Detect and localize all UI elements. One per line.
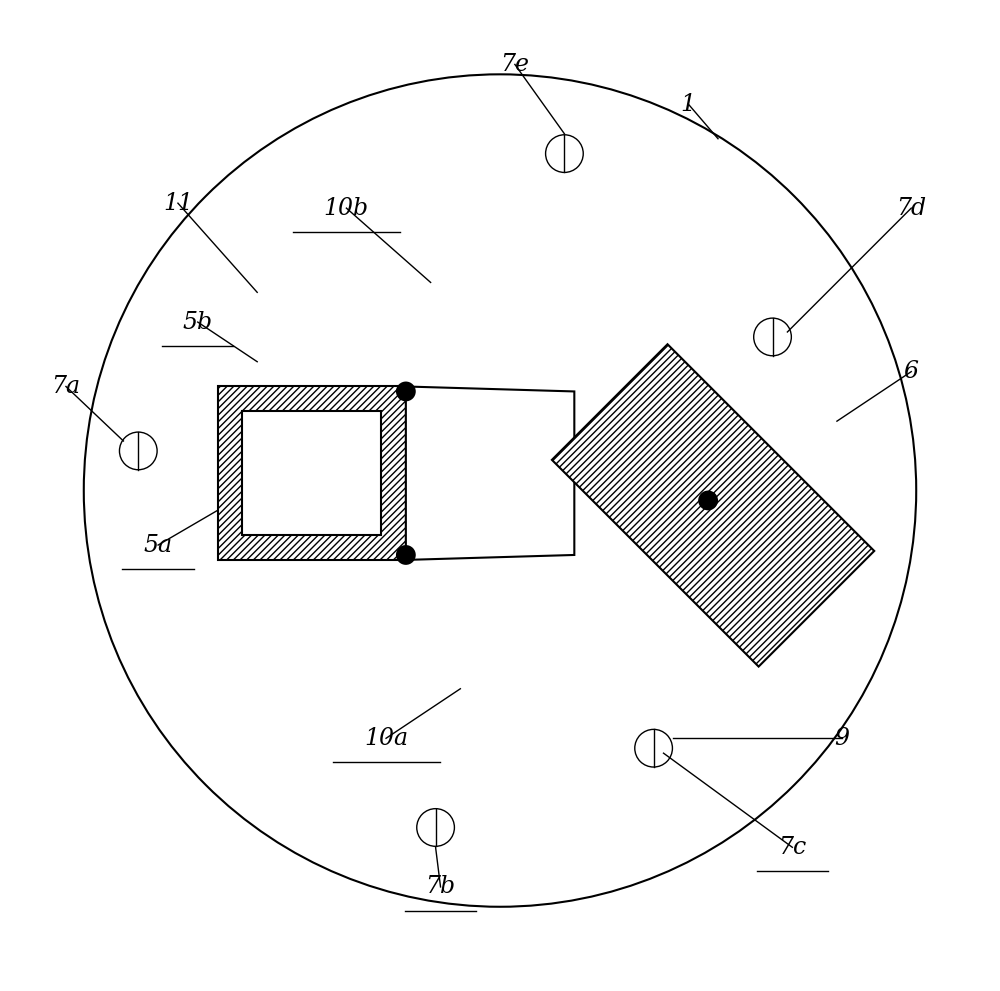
Text: 6: 6 xyxy=(904,360,919,384)
Text: 10a: 10a xyxy=(364,726,408,750)
Text: 1: 1 xyxy=(681,92,696,116)
Text: 11: 11 xyxy=(163,191,193,215)
Text: 7a: 7a xyxy=(51,375,81,398)
Text: 7d: 7d xyxy=(896,196,926,220)
Polygon shape xyxy=(406,386,574,560)
Circle shape xyxy=(396,545,416,565)
Text: 7e: 7e xyxy=(500,53,529,76)
Text: 7b: 7b xyxy=(425,875,456,899)
Text: 9: 9 xyxy=(834,726,849,750)
Text: 5b: 5b xyxy=(183,310,213,334)
Text: 5a: 5a xyxy=(144,533,173,557)
Text: 7c: 7c xyxy=(778,835,806,859)
Bar xyxy=(218,386,406,560)
Polygon shape xyxy=(552,344,874,667)
Circle shape xyxy=(396,382,416,401)
Circle shape xyxy=(698,491,718,510)
Bar xyxy=(242,411,381,535)
Text: 10b: 10b xyxy=(324,196,369,220)
